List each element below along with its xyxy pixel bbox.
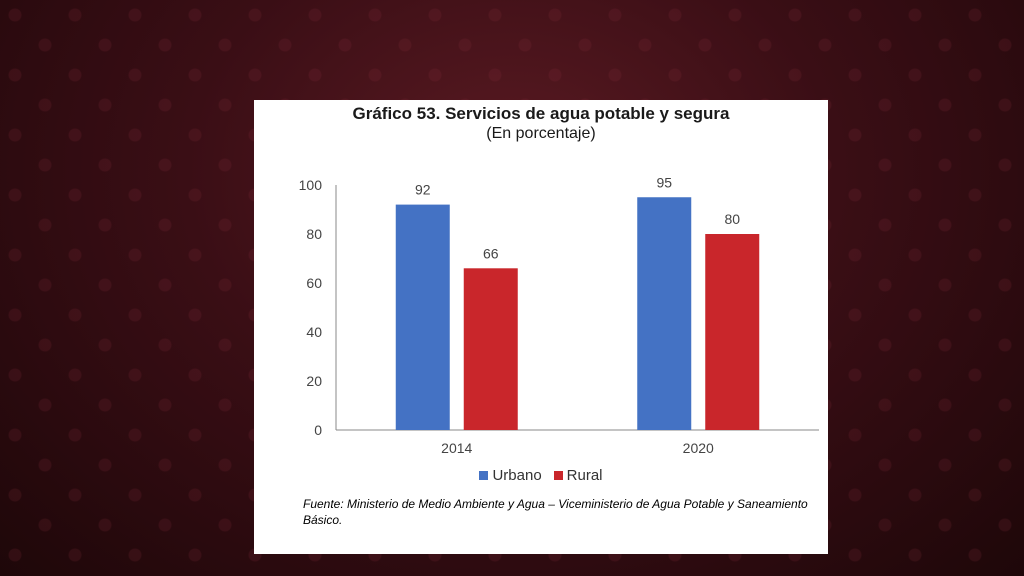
chart-legend: Urbano Rural	[254, 467, 828, 484]
x-tick-label: 2020	[683, 440, 714, 456]
bar-urbano-2020	[637, 197, 692, 430]
bar-urbano-2014	[395, 204, 450, 430]
chart-image: Gráfico 53. Servicios de agua potable y …	[254, 100, 828, 554]
bar-rural-2014	[463, 268, 518, 430]
chart-subtitle: (En porcentaje)	[486, 125, 596, 142]
data-label-urbano-2020: 95	[656, 174, 672, 190]
y-tick-label: 80	[306, 226, 322, 242]
legend-swatch-urbano	[479, 471, 489, 480]
legend-swatch-rural	[553, 471, 563, 480]
source-note: Fuente: Ministerio de Medio Ambiente y A…	[303, 497, 808, 527]
bar-chart: 0 20 40 60 80 100 92 66 2014 95 80 2020	[299, 174, 819, 456]
y-tick-label: 100	[299, 177, 323, 193]
data-label-rural-2014: 66	[483, 245, 499, 261]
y-tick-label: 60	[306, 275, 322, 291]
legend-label-urbano: Urbano	[492, 467, 542, 484]
bar-rural-2020	[705, 234, 760, 430]
legend-label-rural: Rural	[566, 467, 603, 484]
y-tick-label: 40	[306, 324, 322, 340]
legend-item-urbano: Urbano	[479, 467, 542, 484]
y-tick-label: 20	[306, 373, 322, 389]
legend-item-rural: Rural	[553, 467, 603, 484]
chart-title: Gráfico 53. Servicios de agua potable y …	[352, 104, 730, 123]
y-tick-label: 0	[314, 422, 322, 438]
data-label-urbano-2014: 92	[415, 182, 431, 198]
x-tick-label: 2014	[441, 440, 472, 456]
data-label-rural-2020: 80	[724, 211, 740, 227]
